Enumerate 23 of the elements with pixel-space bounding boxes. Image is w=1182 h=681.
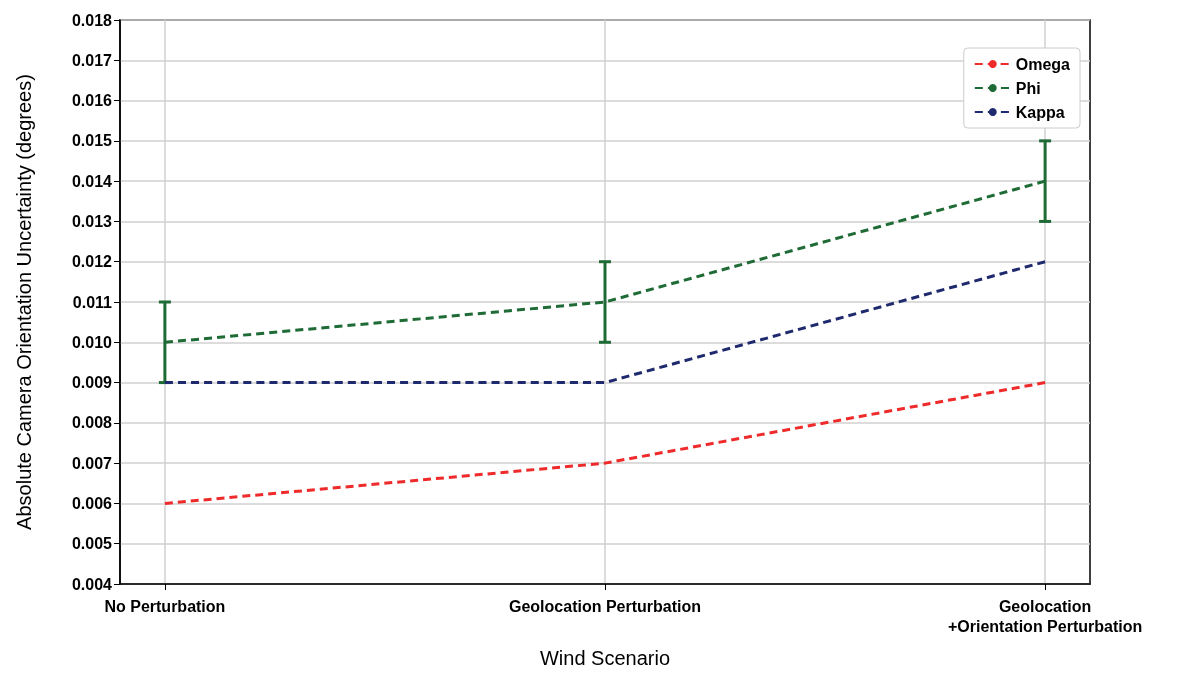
- legend-label: Kappa: [1015, 103, 1065, 121]
- x-tick-label: No Perturbation: [104, 597, 226, 615]
- y-tick-label: 0.010: [71, 333, 113, 351]
- y-tick-label: 0.011: [72, 293, 113, 311]
- y-tick-label: 0.008: [71, 414, 113, 432]
- y-tick-label: 0.009: [71, 374, 113, 392]
- x-tick-label: Geolocation Perturbation: [508, 597, 702, 615]
- x-axis-title: Wind Scenario: [539, 647, 671, 669]
- y-tick-label: 0.018: [71, 11, 113, 29]
- y-tick-label: 0.014: [71, 172, 113, 190]
- y-tick-label: 0.005: [71, 535, 113, 553]
- y-tick-label: 0.016: [71, 92, 113, 110]
- legend-label: Omega: [1015, 55, 1071, 73]
- legend-label: Phi: [1015, 79, 1041, 97]
- y-tick-label: 0.004: [71, 575, 113, 593]
- y-tick-label: 0.007: [71, 454, 113, 472]
- y-tick-label: 0.015: [71, 132, 113, 150]
- y-axis-title: Absolute Camera Orientation Uncertainty (degrees): [13, 74, 35, 530]
- y-tick-label: 0.013: [71, 212, 113, 230]
- x-tick-label: Geolocation +Orientation Perturbation: [947, 597, 1143, 635]
- y-tick-label: 0.006: [71, 494, 113, 512]
- y-tick-label: 0.012: [71, 253, 113, 271]
- y-tick-label: 0.017: [71, 51, 113, 69]
